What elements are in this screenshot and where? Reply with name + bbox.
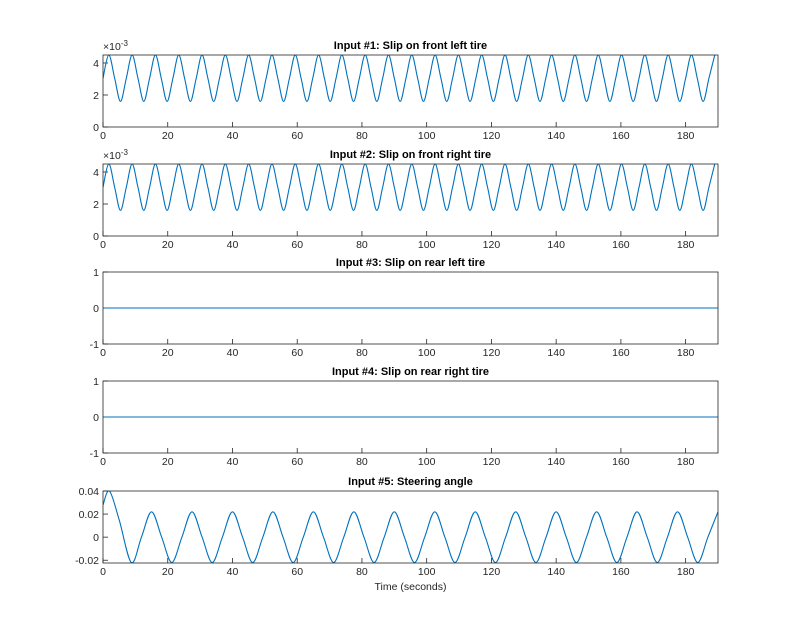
y-exponent-power: -3 <box>121 148 129 157</box>
x-tick-label: 160 <box>612 130 630 142</box>
x-tick-label: 160 <box>612 239 630 251</box>
axes-box <box>102 54 719 128</box>
y-tick-label: 4 <box>93 167 99 179</box>
y-tick-label: 0 <box>93 303 99 315</box>
x-tick-label: 0 <box>100 456 106 468</box>
x-tick-label: 100 <box>418 239 436 251</box>
x-tick-label: 80 <box>356 130 368 142</box>
x-tick-label: 40 <box>227 347 239 359</box>
x-tick-label: 80 <box>356 456 368 468</box>
y-tick-label: 2 <box>93 199 99 211</box>
y-exponent: ×10-3 <box>103 148 128 162</box>
subplot-title: Input #3: Slip on rear left tire <box>336 257 485 269</box>
y-exponent-base: ×10 <box>103 41 121 53</box>
x-tick-label: 140 <box>547 566 565 578</box>
subplot: Input #1: Slip on front left tire ×10-3 0 2… <box>93 39 719 142</box>
x-tick-label: 140 <box>547 130 565 142</box>
y-tick-label: 1 <box>93 376 99 388</box>
y-tick-label: 1 <box>93 267 99 279</box>
y-tick-label: -0.02 <box>75 555 99 567</box>
y-tick-label: 0.04 <box>79 486 100 498</box>
axes-box <box>102 490 719 564</box>
y-tick-label: 0 <box>93 122 99 134</box>
x-tick-label: 140 <box>547 239 565 251</box>
x-tick-label: 180 <box>677 347 695 359</box>
axes-box <box>102 271 719 345</box>
x-tick-label: 100 <box>418 130 436 142</box>
subplot: Input #3: Slip on rear left tire 0 20 40 60 8… <box>90 257 719 359</box>
x-tick-label: 60 <box>291 566 303 578</box>
x-tick-label: 0 <box>100 566 106 578</box>
axes-box <box>102 380 719 454</box>
x-tick-label: 160 <box>612 566 630 578</box>
data-line <box>103 491 718 563</box>
x-tick-label: 40 <box>227 566 239 578</box>
x-tick-label: 80 <box>356 566 368 578</box>
x-tick-label: 20 <box>162 566 174 578</box>
x-tick-label: 80 <box>356 347 368 359</box>
x-tick-label: 60 <box>291 130 303 142</box>
y-exponent-power: -3 <box>121 39 129 48</box>
x-tick-label: 0 <box>100 239 106 251</box>
subplot: Input #5: Steering angle 0 20 40 60 80 100 120 1… <box>75 476 719 593</box>
x-tick-label: 20 <box>162 456 174 468</box>
x-axis-label: Time (seconds) <box>375 581 447 593</box>
x-tick-label: 20 <box>162 239 174 251</box>
y-tick-label: 2 <box>93 90 99 102</box>
x-tick-label: 180 <box>677 566 695 578</box>
y-tick-label: -1 <box>90 448 99 460</box>
data-line <box>103 164 716 211</box>
x-tick-label: 40 <box>227 239 239 251</box>
y-tick-label: 0 <box>93 231 99 243</box>
data-line <box>103 55 716 102</box>
x-tick-label: 120 <box>483 347 501 359</box>
y-exponent-base: ×10 <box>103 150 121 162</box>
x-tick-label: 20 <box>162 347 174 359</box>
x-tick-label: 140 <box>547 456 565 468</box>
y-tick-label: 0 <box>93 532 99 544</box>
x-tick-label: 120 <box>483 239 501 251</box>
x-tick-label: 60 <box>291 456 303 468</box>
x-tick-label: 180 <box>677 130 695 142</box>
x-tick-label: 120 <box>483 130 501 142</box>
x-tick-label: 80 <box>356 239 368 251</box>
x-tick-label: 40 <box>227 456 239 468</box>
y-tick-label: 0 <box>93 412 99 424</box>
subplot: Input #4: Slip on rear right tire 0 20 40 60… <box>90 366 719 468</box>
subplot-title: Input #5: Steering angle <box>348 476 473 488</box>
subplot-title: Input #1: Slip on front left tire <box>334 40 487 52</box>
y-tick-label: 4 <box>93 58 99 70</box>
x-tick-label: 120 <box>483 456 501 468</box>
y-tick-label: -1 <box>90 339 99 351</box>
axes-box <box>102 163 719 237</box>
x-tick-label: 120 <box>483 566 501 578</box>
subplot: Input #2: Slip on front right tire ×10-3 0… <box>93 148 719 251</box>
x-tick-label: 160 <box>612 347 630 359</box>
subplot-title: Input #4: Slip on rear right tire <box>332 366 489 378</box>
x-tick-label: 60 <box>291 239 303 251</box>
x-tick-label: 100 <box>418 347 436 359</box>
x-tick-label: 100 <box>418 456 436 468</box>
x-tick-label: 60 <box>291 347 303 359</box>
x-tick-label: 0 <box>100 130 106 142</box>
x-tick-label: 180 <box>677 456 695 468</box>
y-tick-label: 0.02 <box>79 509 100 521</box>
x-tick-label: 100 <box>418 566 436 578</box>
x-tick-label: 180 <box>677 239 695 251</box>
x-tick-label: 140 <box>547 347 565 359</box>
x-tick-label: 40 <box>227 130 239 142</box>
x-tick-label: 0 <box>100 347 106 359</box>
subplot-title: Input #2: Slip on front right tire <box>330 149 491 161</box>
x-tick-label: 160 <box>612 456 630 468</box>
x-tick-label: 20 <box>162 130 174 142</box>
y-exponent: ×10-3 <box>103 39 128 53</box>
